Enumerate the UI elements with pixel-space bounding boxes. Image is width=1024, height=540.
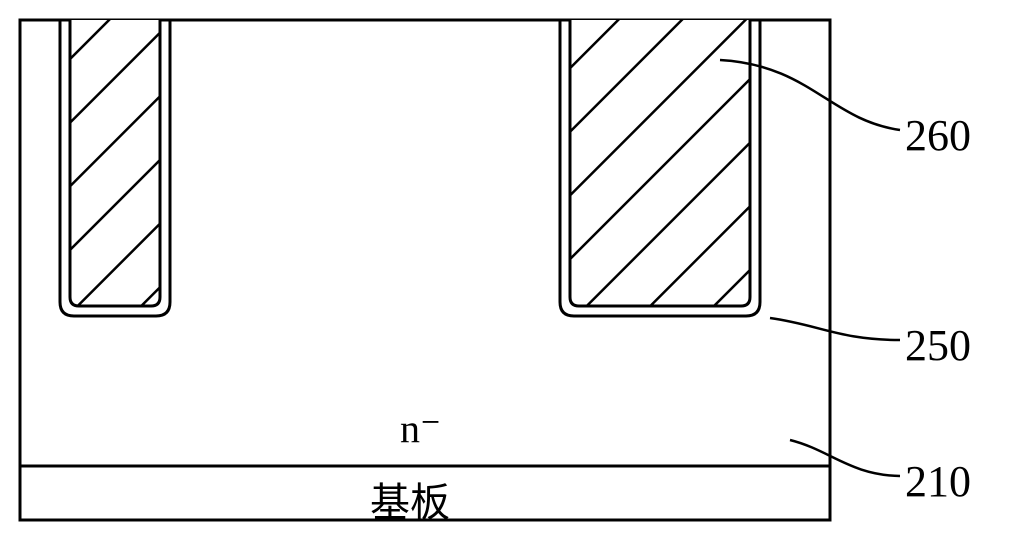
epi-layer-label: n⁻	[400, 405, 441, 452]
callout-260: 260	[905, 110, 971, 161]
callout-210: 210	[905, 456, 971, 507]
substrate-label: 基板	[370, 470, 450, 528]
diagram-canvas: n⁻ 基板 260 250 210	[0, 0, 1024, 540]
callout-250: 250	[905, 320, 971, 371]
cross-section-svg	[0, 0, 1024, 540]
